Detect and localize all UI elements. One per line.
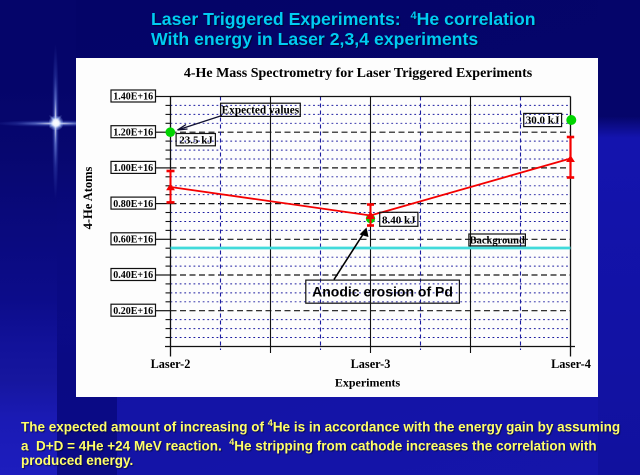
svg-text:Anodic erosion of Pd: Anodic erosion of Pd (312, 284, 453, 300)
svg-text:Laser-4: Laser-4 (551, 357, 591, 371)
svg-text:0.20E+16: 0.20E+16 (113, 306, 153, 317)
svg-text:23.5 kJ: 23.5 kJ (179, 135, 213, 147)
svg-text:0.80E+16: 0.80E+16 (113, 199, 153, 210)
svg-text:1.20E+16: 1.20E+16 (113, 127, 153, 138)
svg-text:4-He Atoms: 4-He Atoms (81, 166, 95, 229)
svg-text:1.40E+16: 1.40E+16 (113, 92, 153, 103)
svg-text:4-He Mass Spectrometry for Las: 4-He Mass Spectrometry for Laser Trigger… (184, 66, 533, 81)
svg-text:Laser-3: Laser-3 (351, 357, 391, 371)
svg-text:Experiments: Experiments (335, 376, 401, 390)
svg-text:Background: Background (470, 235, 525, 246)
svg-text:0.40E+16: 0.40E+16 (113, 270, 153, 281)
svg-text:1.00E+16: 1.00E+16 (113, 163, 153, 174)
svg-text:30.0 kJ: 30.0 kJ (526, 115, 560, 127)
svg-text:Expected values: Expected values (222, 105, 300, 117)
svg-text:0.60E+16: 0.60E+16 (113, 235, 153, 246)
svg-text:8.40 kJ: 8.40 kJ (382, 214, 416, 226)
svg-text:Laser-2: Laser-2 (151, 357, 191, 371)
